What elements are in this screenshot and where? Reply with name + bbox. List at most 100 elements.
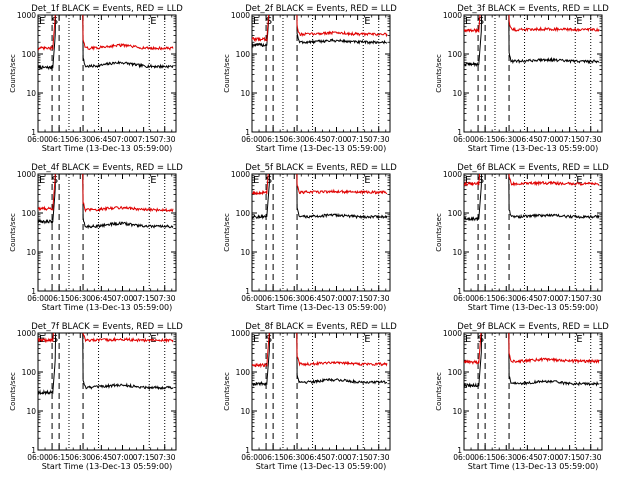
x-tick-label: 07:00: [326, 294, 348, 303]
plot-frame: [251, 14, 391, 133]
x-tick-label: 06:30: [495, 294, 517, 303]
panel-title: Det_1f BLACK = Events, RED = LLD: [31, 4, 183, 14]
e-marker-label: E: [150, 16, 156, 27]
e-marker-label: E: [465, 16, 471, 27]
y-tick-label: 1000: [443, 11, 462, 20]
plot-frame: [251, 173, 391, 292]
y-tick-label: 1000: [17, 329, 36, 338]
x-tick-label: 06:30: [69, 453, 91, 462]
panel-title: Det_2f BLACK = Events, RED = LLD: [245, 4, 397, 14]
x-tick-label: 07:15: [133, 135, 155, 144]
lld-series-line: [464, 15, 481, 34]
lld-series-line: [38, 174, 56, 212]
x-tick-label: 07:00: [538, 294, 560, 303]
panel-title: Det_5f BLACK = Events, RED = LLD: [245, 163, 397, 173]
y-axis-label: Counts/sec: [435, 54, 443, 93]
lld-series-line: [464, 333, 482, 365]
x-tick-label: 07:00: [112, 453, 134, 462]
lld-series-line: [82, 333, 174, 344]
x-tick-label: 06:45: [517, 453, 539, 462]
x-tick-label: 07:00: [112, 294, 134, 303]
y-tick-label: 1: [245, 128, 250, 137]
lld-series-line: [82, 15, 174, 51]
lld-series-line: [252, 15, 270, 43]
e-marker-label: E: [576, 334, 582, 345]
x-tick-label: 07:30: [368, 453, 390, 462]
panel-5: Det_5f BLACK = Events, RED = LLD 1 10 100 10…: [223, 163, 397, 312]
lld-series-line: [464, 174, 481, 187]
lld-series-line: [508, 174, 600, 187]
x-tick-label: 07:00: [326, 453, 348, 462]
y-tick-label: 10: [240, 89, 250, 98]
e-marker-label: E: [253, 175, 259, 186]
x-tick-label: 06:15: [262, 135, 284, 144]
x-tick-label: 06:30: [283, 453, 305, 462]
y-tick-label: 1: [31, 287, 36, 296]
x-tick-label: 06:00: [241, 453, 263, 462]
events-series-line: [82, 15, 174, 70]
lld-series-line: [508, 15, 600, 33]
y-tick-label: 1000: [443, 329, 462, 338]
plot-frame: [463, 173, 603, 292]
x-axis-label: Start Time (13-Dec-13 05:59:00): [42, 462, 173, 471]
x-tick-label: 06:30: [283, 294, 305, 303]
y-tick-label: 10: [26, 248, 36, 257]
e-marker-label: E: [576, 16, 582, 27]
x-tick-label: 06:00: [241, 294, 263, 303]
e-marker-label: E: [465, 334, 471, 345]
x-tick-label: 06:30: [69, 135, 91, 144]
y-tick-label: 100: [448, 209, 463, 218]
events-series-line: [508, 174, 600, 219]
events-series-line: [296, 15, 388, 45]
x-tick-label: 07:00: [538, 453, 560, 462]
x-tick-label: 06:15: [48, 453, 70, 462]
x-tick-label: 06:00: [27, 135, 49, 144]
y-tick-label: 10: [452, 248, 462, 257]
panel-title: Det_3f BLACK = Events, RED = LLD: [457, 4, 609, 14]
lld-series-line: [296, 15, 388, 38]
y-tick-label: 1: [31, 446, 36, 455]
x-tick-label: 07:15: [559, 453, 581, 462]
lld-series-line: [38, 15, 56, 52]
lld-series-line: [296, 174, 388, 196]
plot-frame: [251, 332, 391, 451]
y-tick-label: 10: [26, 407, 36, 416]
x-tick-label: 07:30: [154, 294, 176, 303]
x-tick-label: 07:15: [559, 135, 581, 144]
events-series-line: [464, 174, 483, 222]
lld-series-line: [296, 333, 388, 367]
e-marker-label: E: [364, 334, 370, 345]
x-tick-label: 07:30: [154, 135, 176, 144]
panel-title: Det_8f BLACK = Events, RED = LLD: [245, 322, 397, 332]
y-axis-label: Counts/sec: [223, 54, 231, 93]
y-tick-label: 1000: [231, 329, 250, 338]
panel-title: Det_9f BLACK = Events, RED = LLD: [457, 322, 609, 332]
y-axis-label: Counts/sec: [435, 372, 443, 411]
x-axis-label: Start Time (13-Dec-13 05:59:00): [256, 303, 387, 312]
x-tick-label: 06:00: [27, 294, 49, 303]
y-tick-label: 10: [26, 89, 36, 98]
events-series-line: [464, 333, 483, 389]
x-axis-label: Start Time (13-Dec-13 05:59:00): [256, 144, 387, 153]
x-tick-label: 06:45: [91, 453, 113, 462]
y-tick-label: 100: [22, 209, 37, 218]
panel-8: Det_8f BLACK = Events, RED = LLD 1 10 100 10…: [223, 322, 397, 471]
x-tick-label: 07:15: [559, 294, 581, 303]
x-axis-label: Start Time (13-Dec-13 05:59:00): [468, 462, 599, 471]
y-tick-label: 10: [452, 407, 462, 416]
lld-series-line: [508, 333, 600, 365]
x-tick-label: 06:45: [305, 453, 327, 462]
plot-frame: [37, 173, 177, 292]
panel-title: Det_4f BLACK = Events, RED = LLD: [31, 163, 183, 173]
lld-series-line: [252, 174, 269, 196]
x-tick-label: 06:15: [474, 453, 496, 462]
x-axis-label: Start Time (13-Dec-13 05:59:00): [42, 303, 173, 312]
x-tick-label: 06:00: [453, 135, 475, 144]
x-tick-label: 07:00: [538, 135, 560, 144]
x-tick-label: 07:30: [154, 453, 176, 462]
x-tick-label: 06:45: [517, 135, 539, 144]
y-tick-label: 10: [240, 407, 250, 416]
x-tick-label: 07:30: [580, 294, 602, 303]
x-tick-label: 07:15: [347, 453, 369, 462]
